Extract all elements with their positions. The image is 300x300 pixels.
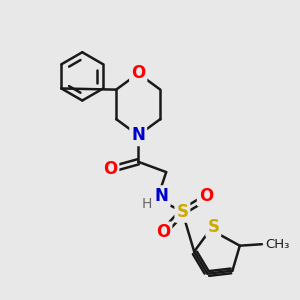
Text: O: O — [131, 64, 145, 82]
Text: N: N — [131, 126, 145, 144]
Text: O: O — [156, 224, 170, 242]
Text: CH₃: CH₃ — [265, 238, 289, 251]
Text: O: O — [199, 187, 213, 205]
Text: N: N — [155, 187, 169, 205]
Text: S: S — [207, 218, 219, 236]
Text: S: S — [176, 203, 188, 221]
Text: H: H — [142, 197, 152, 211]
Text: O: O — [103, 160, 117, 178]
